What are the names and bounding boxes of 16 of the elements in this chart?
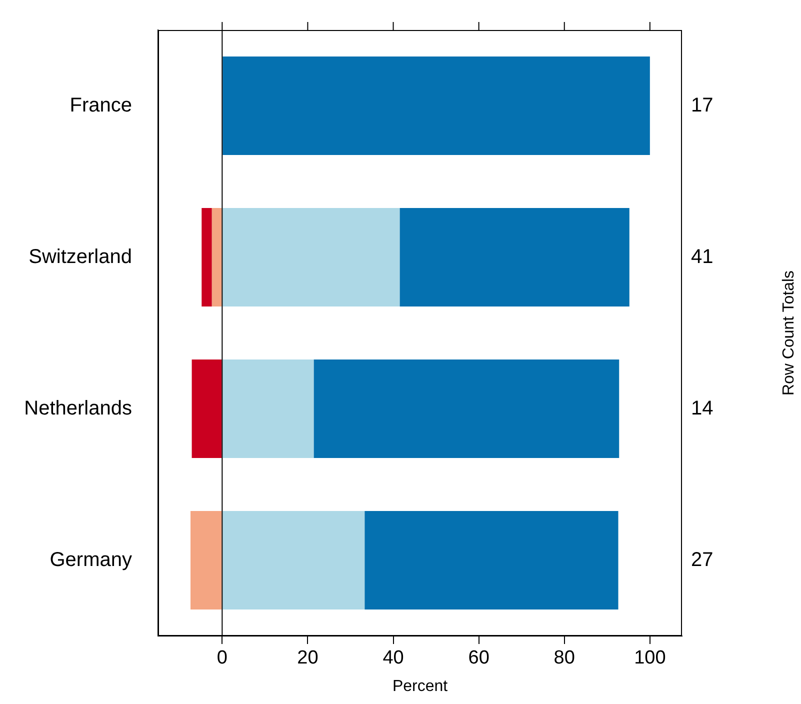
x-tick-label: 80 — [554, 648, 575, 669]
x-tick-label: 0 — [216, 648, 228, 669]
text: 41 — [691, 246, 714, 268]
y-tick-label: Switzerland — [28, 246, 132, 268]
y-tick-label: France — [70, 94, 132, 116]
x-tick-label: 20 — [297, 648, 318, 669]
text: Row Count Totals — [780, 270, 798, 396]
text: 17 — [691, 94, 714, 116]
text: 27 — [691, 548, 714, 571]
x-tick-label: 100 — [634, 648, 666, 669]
x-axis-title: Percent — [392, 678, 448, 695]
x-tick-label: 60 — [468, 648, 490, 669]
y-tick-label: Germany — [50, 548, 132, 571]
x-tick-label: 40 — [382, 648, 404, 669]
text: 14 — [691, 397, 714, 420]
y-tick-label: Netherlands — [24, 397, 132, 420]
